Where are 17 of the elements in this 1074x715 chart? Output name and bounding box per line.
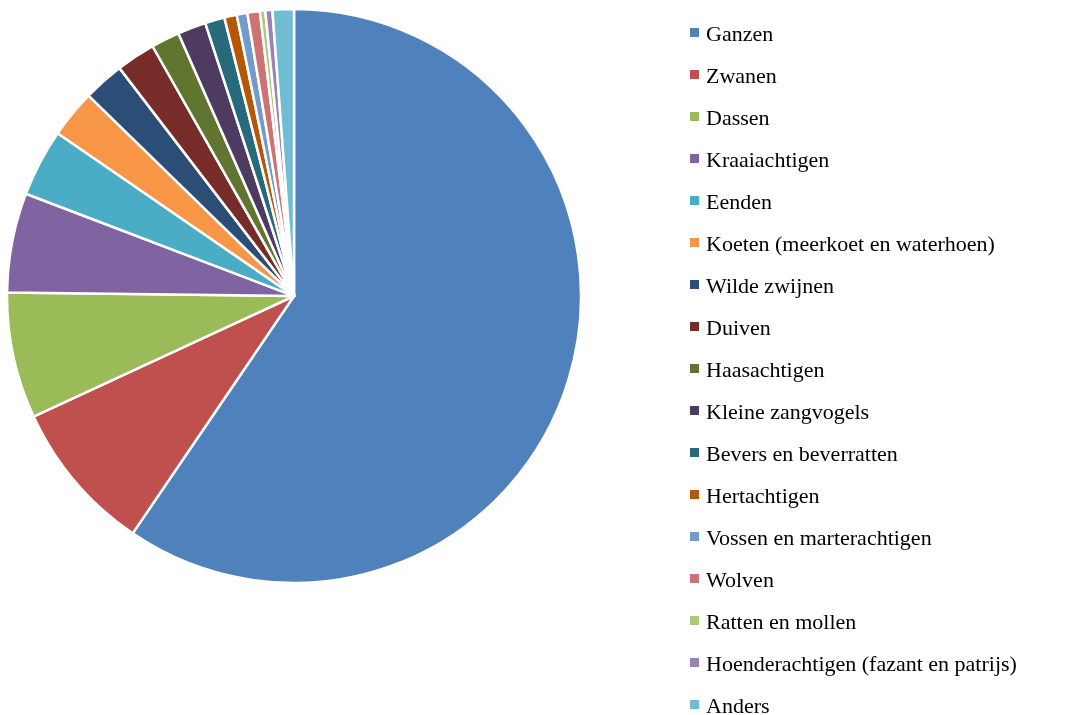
legend-label: Dassen	[706, 104, 770, 130]
legend-label: Zwanen	[706, 62, 777, 88]
legend-label: Wilde zwijnen	[706, 272, 835, 298]
legend-label: Duiven	[706, 314, 771, 340]
legend-label: Vossen en marterachtigen	[706, 524, 932, 550]
legend-label: Ratten en mollen	[706, 608, 857, 634]
legend-label: Ganzen	[706, 20, 774, 46]
legend-label: Hertachtigen	[706, 482, 820, 508]
legend-label: Kleine zangvogels	[706, 398, 870, 424]
legend-label: Bevers en beverratten	[706, 440, 898, 466]
legend-label: Hoenderachtigen (fazant en patrijs)	[706, 650, 1017, 676]
legend-label: Koeten (meerkoet en waterhoen)	[706, 230, 995, 256]
legend-label: Haasachtigen	[706, 356, 825, 382]
legend-label: Eenden	[706, 188, 772, 214]
legend-label: Kraaiachtigen	[706, 146, 830, 172]
legend-label: Anders	[706, 692, 770, 715]
legend-label: Wolven	[706, 566, 774, 592]
